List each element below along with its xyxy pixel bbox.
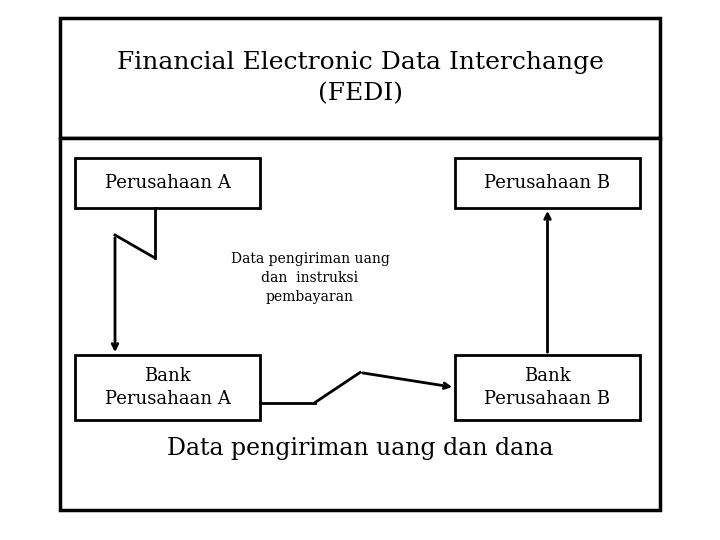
Text: Bank
Perusahaan A: Bank Perusahaan A (104, 367, 230, 408)
Bar (455, 355, 640, 420)
Text: Data pengiriman uang dan dana: Data pengiriman uang dan dana (167, 436, 553, 460)
Text: Perusahaan B: Perusahaan B (485, 174, 611, 192)
Bar (60, 18, 660, 138)
Text: Data pengiriman uang
dan  instruksi
pembayaran: Data pengiriman uang dan instruksi pemba… (230, 252, 390, 305)
Bar (60, 138, 660, 510)
Text: Bank
Perusahaan B: Bank Perusahaan B (485, 367, 611, 408)
Text: Perusahaan A: Perusahaan A (104, 174, 230, 192)
Bar (75, 355, 260, 420)
Bar (75, 158, 260, 208)
Text: Financial Electronic Data Interchange
(FEDI): Financial Electronic Data Interchange (F… (117, 51, 603, 105)
Bar (455, 158, 640, 208)
